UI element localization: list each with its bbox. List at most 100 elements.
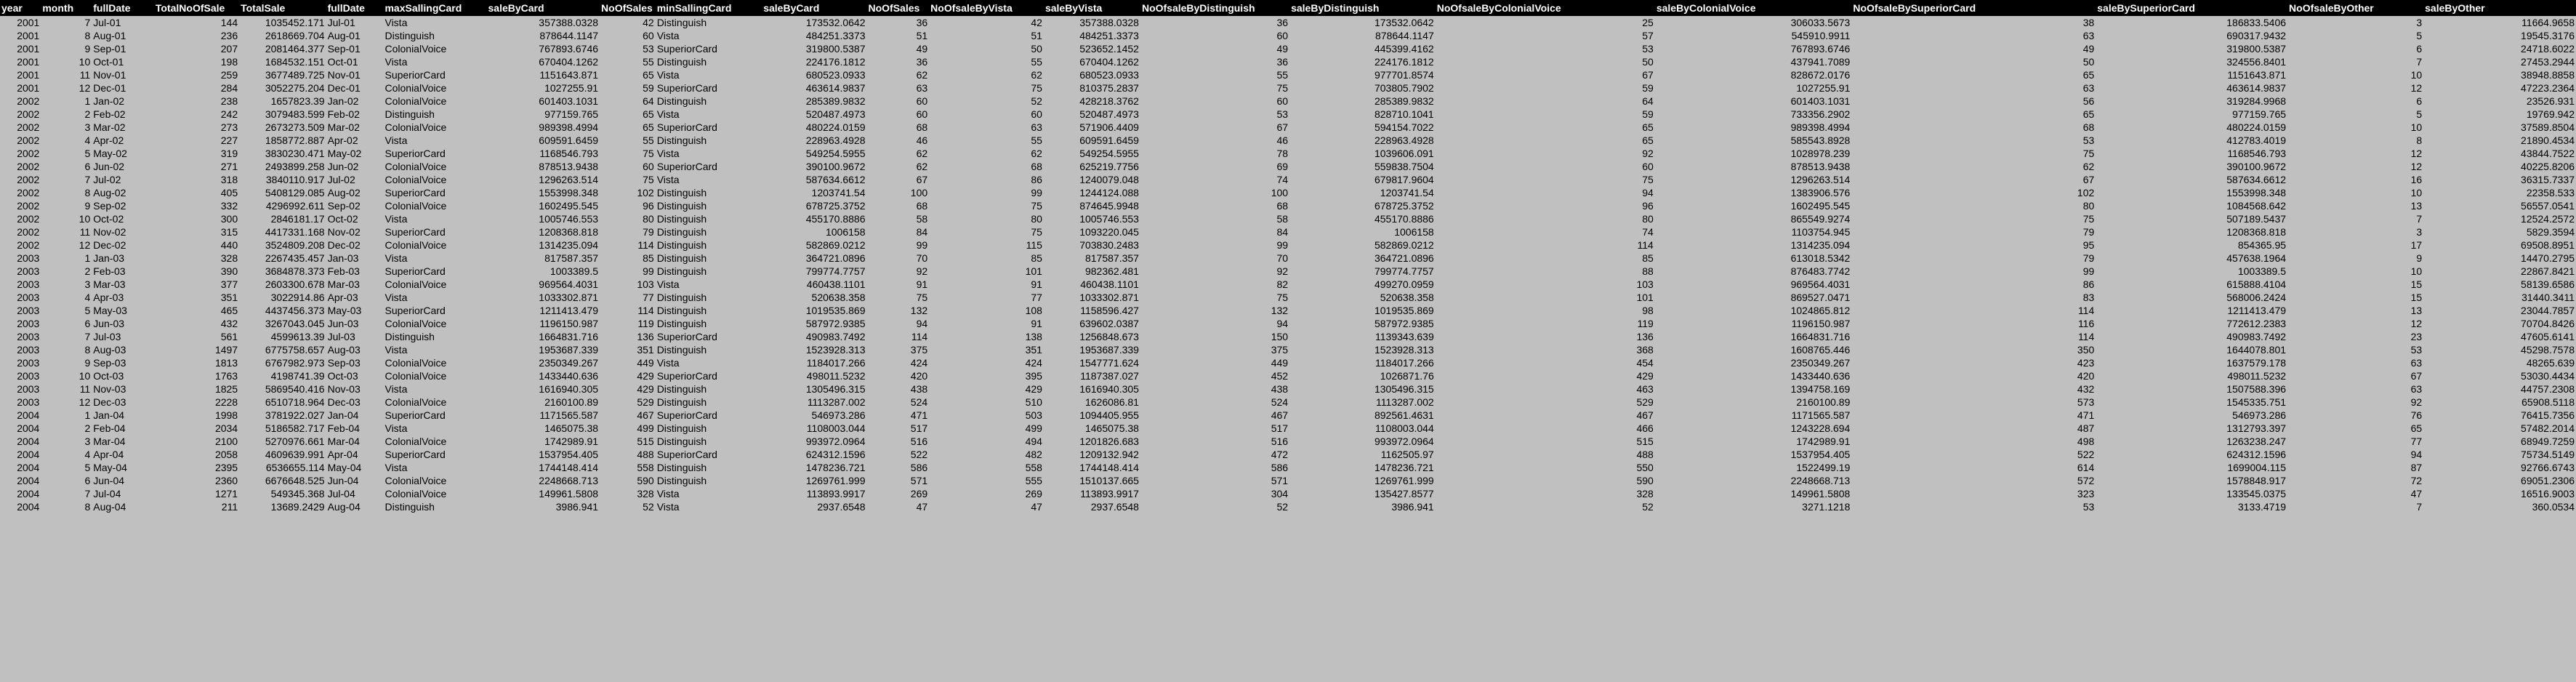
table-cell[interactable]: 2002 <box>17 161 40 172</box>
table-cell[interactable]: Distinguish <box>385 108 435 120</box>
table-cell[interactable]: 3 <box>2416 226 2423 238</box>
table-cell[interactable]: 1035452.171 <box>265 17 325 28</box>
table-cell[interactable]: 2618669.704 <box>265 30 325 41</box>
table-cell[interactable]: 2002 <box>17 213 40 225</box>
table-cell[interactable]: 67 <box>2410 370 2423 382</box>
table-cell[interactable]: 993972.0964 <box>1374 436 1434 447</box>
table-cell[interactable]: 1 <box>84 95 91 107</box>
table-cell[interactable]: 1024865.812 <box>1790 305 1851 316</box>
table-cell[interactable]: 1006158 <box>825 226 866 238</box>
table-cell[interactable]: 60 <box>916 95 928 107</box>
table-cell[interactable]: 116 <box>2077 318 2095 329</box>
table-cell[interactable]: 503 <box>1025 409 1042 421</box>
table-cell[interactable]: 68 <box>2082 121 2095 133</box>
table-cell[interactable]: 85 <box>1031 252 1042 264</box>
table-cell[interactable]: 69 <box>1276 161 1289 172</box>
table-cell[interactable]: 227 <box>220 135 238 146</box>
table-cell[interactable]: 75 <box>2082 213 2095 225</box>
table-cell[interactable]: 269 <box>910 488 928 500</box>
table-cell[interactable]: 1139343.639 <box>1375 331 1434 342</box>
table-cell[interactable]: 87 <box>2410 462 2423 473</box>
table-cell[interactable]: 74 <box>1642 226 1654 238</box>
table-cell[interactable]: 1497 <box>214 344 238 356</box>
table-cell[interactable]: 80 <box>2082 200 2095 212</box>
table-cell[interactable]: 377 <box>220 278 238 290</box>
table-cell[interactable]: 624312.1596 <box>805 449 866 460</box>
table-cell[interactable]: 1171565.587 <box>539 409 599 421</box>
table-cell[interactable]: Mar-02 <box>327 121 360 133</box>
table-cell[interactable]: 12 <box>2410 161 2423 172</box>
table-cell[interactable]: 1858772.887 <box>265 135 325 146</box>
table-cell[interactable]: 7 <box>84 488 91 500</box>
table-cell[interactable]: Vista <box>385 292 408 303</box>
table-cell[interactable]: Oct-03 <box>93 370 124 382</box>
table-cell[interactable]: 103 <box>637 278 654 290</box>
table-cell[interactable]: Distinguish <box>385 331 435 342</box>
column-header[interactable]: year <box>0 0 41 16</box>
table-cell[interactable]: Distinguish <box>656 422 707 434</box>
table-cell[interactable]: 15 <box>2410 292 2423 303</box>
table-cell[interactable]: Vista <box>385 213 408 225</box>
table-cell[interactable]: 58 <box>1276 213 1289 225</box>
table-cell[interactable]: 63 <box>2410 357 2423 369</box>
table-cell[interactable]: May-02 <box>93 148 127 159</box>
table-cell[interactable]: 438 <box>910 383 928 395</box>
table-cell[interactable]: 463 <box>1636 383 1654 395</box>
table-cell[interactable]: 1003389.5 <box>2237 265 2287 277</box>
table-cell[interactable]: 319 <box>220 148 238 159</box>
table-cell[interactable]: 1201826.683 <box>1079 436 1139 447</box>
table-cell[interactable]: 1296263.514 <box>1790 174 1851 185</box>
table-cell[interactable]: 77 <box>643 292 654 303</box>
table-cell[interactable]: 10 <box>79 56 91 68</box>
table-cell[interactable]: Nov-03 <box>327 383 361 395</box>
table-cell[interactable]: 2100 <box>214 436 238 447</box>
table-cell[interactable]: 1 <box>84 409 91 421</box>
column-header[interactable]: NoOfsaleByVista <box>929 0 1044 16</box>
table-cell[interactable]: ColonialVoice <box>385 488 447 500</box>
table-cell[interactable]: 989398.4994 <box>1790 121 1851 133</box>
table-cell[interactable]: 7 <box>84 174 91 185</box>
table-cell[interactable]: 113893.9917 <box>806 488 866 500</box>
table-cell[interactable]: Distinguish <box>656 226 707 238</box>
table-cell[interactable]: 53 <box>643 43 654 55</box>
table-cell[interactable]: 467 <box>1636 409 1654 421</box>
table-cell[interactable]: 2493899.258 <box>265 161 325 172</box>
table-cell[interactable]: 11664.9658 <box>2521 17 2575 28</box>
table-cell[interactable]: 53 <box>2082 135 2095 146</box>
table-cell[interactable]: 3022914.86 <box>270 292 325 303</box>
table-cell[interactable]: 85 <box>1642 252 1654 264</box>
table-cell[interactable]: 55 <box>643 135 654 146</box>
table-cell[interactable]: 55 <box>1031 56 1042 68</box>
table-cell[interactable]: 1019535.869 <box>1374 305 1434 316</box>
table-cell[interactable]: 55 <box>1031 135 1042 146</box>
table-cell[interactable]: 1271 <box>214 488 238 500</box>
table-cell[interactable]: 207 <box>220 43 238 55</box>
table-cell[interactable]: 969564.4031 <box>539 278 599 290</box>
table-cell[interactable]: Distinguish <box>656 318 707 329</box>
table-cell[interactable]: 91 <box>1031 318 1042 329</box>
table-cell[interactable]: 12 <box>2410 148 2423 159</box>
table-cell[interactable]: Dec-03 <box>93 396 126 408</box>
table-cell[interactable]: 94 <box>916 318 928 329</box>
table-cell[interactable]: Aug-04 <box>93 501 126 513</box>
table-cell[interactable]: May-04 <box>327 462 362 473</box>
table-cell[interactable]: Distinguish <box>656 305 707 316</box>
table-cell[interactable]: May-03 <box>327 305 362 316</box>
table-cell[interactable]: ColonialVoice <box>385 370 447 382</box>
table-cell[interactable]: 62 <box>1031 148 1042 159</box>
table-cell[interactable]: 78 <box>1276 148 1289 159</box>
table-cell[interactable]: 585543.8928 <box>1790 135 1851 146</box>
table-cell[interactable]: 72 <box>2410 475 2423 486</box>
table-cell[interactable]: 79 <box>643 226 654 238</box>
table-cell[interactable]: 2003 <box>17 383 40 395</box>
table-cell[interactable]: 498011.5232 <box>806 370 866 382</box>
table-cell[interactable]: 2001 <box>17 30 40 41</box>
table-cell[interactable]: 136 <box>1636 331 1654 342</box>
table-cell[interactable]: Aug-02 <box>93 187 126 198</box>
table-cell[interactable]: 524 <box>910 396 928 408</box>
table-cell[interactable]: 1019535.869 <box>805 305 866 316</box>
table-cell[interactable]: Sep-03 <box>327 357 361 369</box>
table-cell[interactable]: 3267043.045 <box>265 318 325 329</box>
table-cell[interactable]: Jun-03 <box>327 318 359 329</box>
table-cell[interactable]: 5869540.416 <box>265 383 325 395</box>
